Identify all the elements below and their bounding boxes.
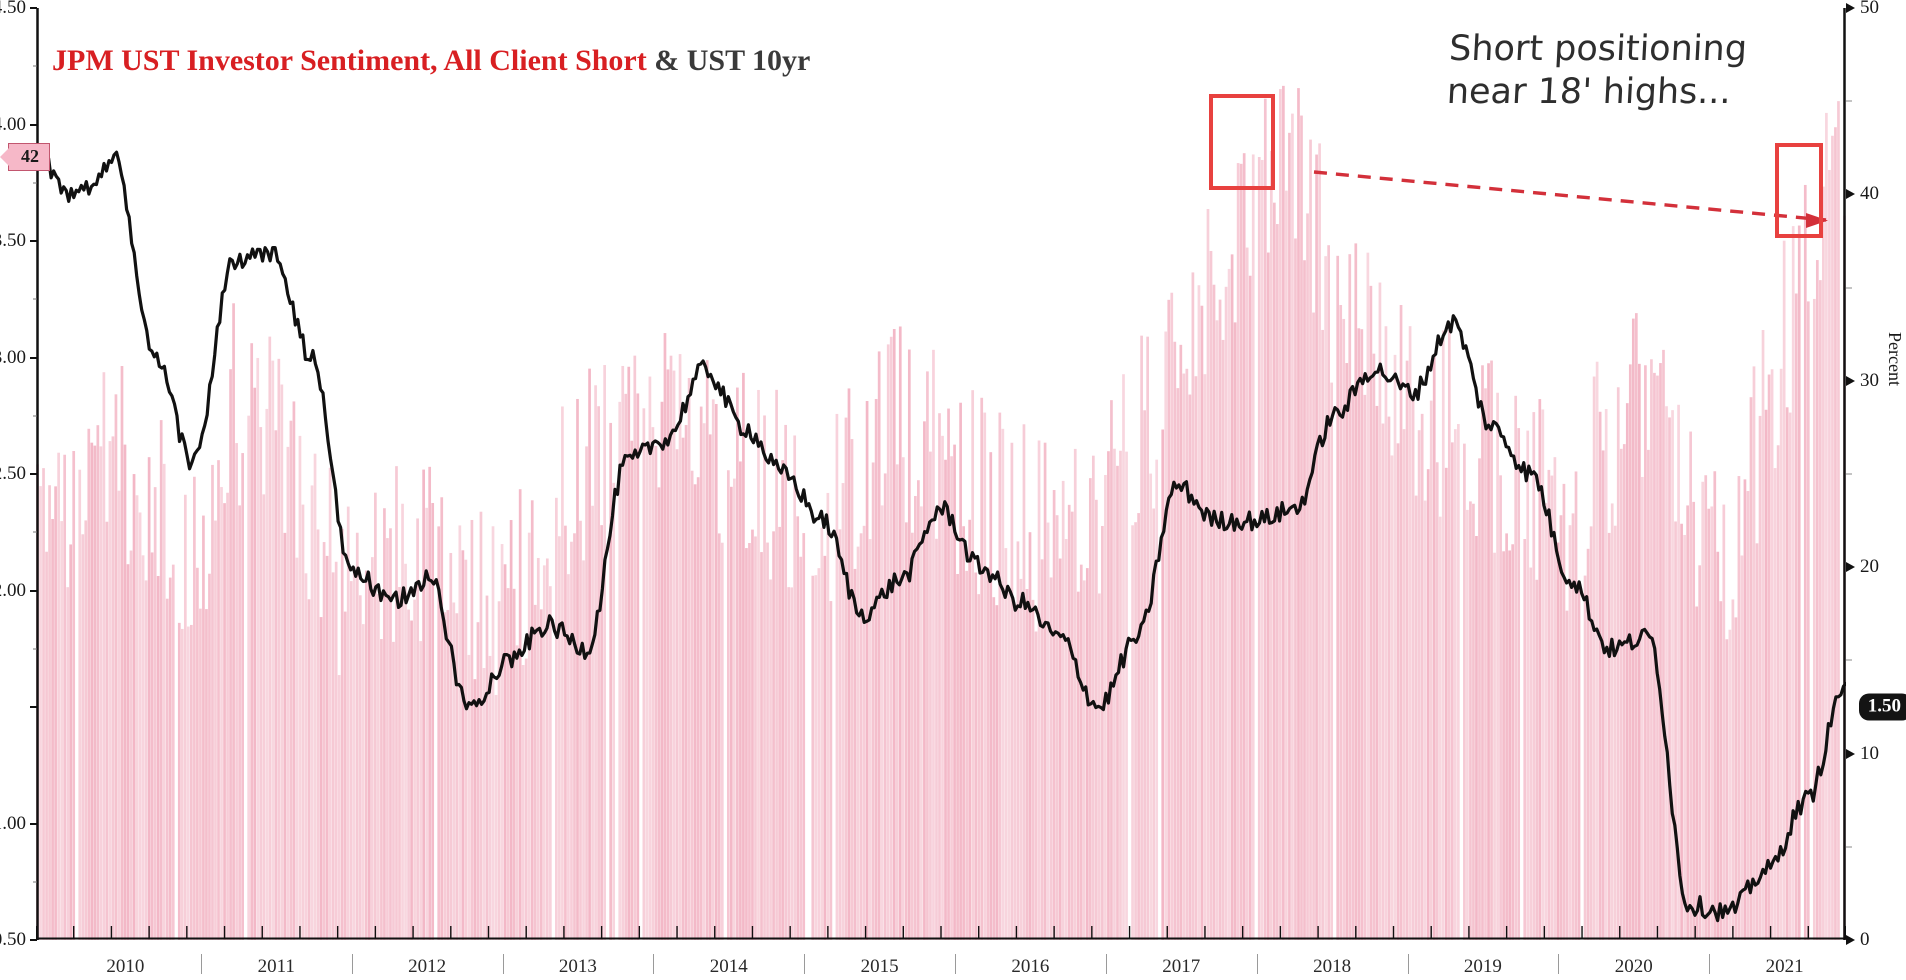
- y-axis-left-tick: [30, 473, 37, 475]
- x-axis-year-label: 2012: [408, 956, 447, 977]
- x-axis-separator: [200, 954, 202, 974]
- y-axis-right-minor-tick: [1846, 659, 1852, 661]
- callout-arrow: [1313, 170, 1828, 228]
- y-axis-left-minor-tick: [33, 415, 37, 417]
- y-axis-right-tick: [1846, 748, 1855, 759]
- y-axis-right-minor-tick: [1846, 100, 1852, 102]
- x-axis-minor-ticks: [36, 926, 1846, 938]
- y-axis-left-label: 3.00: [0, 346, 26, 368]
- y-axis-right-label: 0: [1860, 929, 1870, 950]
- y-axis-left-tick: [30, 7, 37, 9]
- x-axis-year-label: 2019: [1463, 956, 1502, 977]
- y-axis-left-minor-tick: [33, 65, 37, 67]
- y-axis-left-label: 2.00: [0, 579, 26, 601]
- y-axis-right-label: 30: [1860, 369, 1879, 391]
- x-axis-separator: [1558, 954, 1560, 974]
- y-axis-right-title: Percent: [1885, 332, 1905, 386]
- y-axis-left-minor-tick: [33, 531, 37, 533]
- x-axis-year-label: 2015: [860, 956, 899, 977]
- y-axis-right-minor-tick: [1846, 846, 1852, 848]
- x-axis-separator: [351, 954, 353, 974]
- y-axis-left-label: 2.50: [0, 463, 26, 484]
- y-axis-left-label: 4.50: [0, 0, 26, 18]
- y-axis-right-tick: [1846, 935, 1855, 945]
- x-axis-year-label: 2016: [1011, 956, 1050, 977]
- page-title: JPM UST Investor Sentiment, All Client S…: [52, 44, 810, 78]
- title-primary: JPM UST Investor Sentiment, All Client S…: [52, 44, 647, 77]
- x-axis-year-label: 2013: [558, 956, 597, 977]
- y-axis-right-tick: [1846, 189, 1855, 200]
- y-axis-left-minor-tick: [33, 298, 37, 300]
- y-axis-left-label: 0.50: [0, 929, 26, 950]
- y-axis-left-tick: [30, 123, 37, 126]
- x-axis-separator: [955, 954, 956, 974]
- y-axis-left-tick: [30, 240, 37, 242]
- x-axis-year-label: 2010: [106, 956, 145, 977]
- x-axis-year-label: 2011: [257, 956, 295, 977]
- line-series-ust-10yr: [36, 150, 1846, 923]
- y-axis-right-tick: [1846, 375, 1855, 386]
- chart-canvas: [36, 8, 1846, 940]
- y-axis-right-label: 20: [1860, 556, 1879, 578]
- y-axis-right-tick: [1846, 3, 1855, 13]
- right-axis-value-badge: 42: [8, 143, 50, 172]
- x-axis-year-label: 2014: [709, 956, 748, 977]
- y-axis-left: 4.50 4.00 3.50 3.00 2.50 2.00 1.00 0.50: [0, 0, 37, 980]
- y-axis-left-tick: [30, 939, 37, 941]
- y-axis-right-minor-tick: [1846, 287, 1852, 289]
- x-axis-separator: [502, 954, 504, 974]
- y-axis-right-label: 40: [1860, 183, 1879, 205]
- x-axis-separator: [804, 954, 806, 974]
- y-axis-right: 50 40 30 20 10 0: [1846, 0, 1906, 980]
- y-axis-left-tick: [30, 589, 37, 592]
- y-axis-left-minor-tick: [33, 182, 37, 184]
- y-axis-left-tick: [30, 822, 37, 825]
- x-axis-separator: [653, 954, 655, 974]
- y-axis-left-tick: [30, 356, 37, 359]
- x-axis: 2010 2011 2012 2013 2014 2015 2016 2017 2018 2019…: [36, 940, 1846, 980]
- x-axis-separator: [1256, 954, 1258, 974]
- y-axis-left-label: 4.00: [0, 113, 26, 135]
- y-axis-left-minor-tick: [33, 881, 37, 883]
- y-axis-right-minor-tick: [1846, 473, 1852, 475]
- y-axis-right-label: 50: [1860, 0, 1879, 18]
- y-axis-left-label: 1.00: [0, 812, 26, 834]
- y-axis-left-tick: [30, 706, 37, 708]
- y-axis-left-label: 3.50: [0, 230, 26, 251]
- x-axis-separator: [1407, 954, 1409, 974]
- plot-area: [36, 8, 1846, 940]
- x-axis-year-label: 2017: [1162, 956, 1201, 977]
- left-axis-value-badge: 1.50: [1858, 693, 1906, 721]
- x-axis-separator: [1105, 954, 1107, 974]
- x-axis-separator: [1709, 954, 1711, 974]
- title-secondary: & UST 10yr: [646, 44, 811, 77]
- y-axis-right-label: 10: [1860, 742, 1879, 764]
- x-axis-year-label: 2021: [1765, 956, 1804, 977]
- x-axis-year-label: 2018: [1313, 956, 1352, 977]
- y-axis-left-minor-tick: [33, 648, 37, 650]
- x-axis-year-label: 2020: [1614, 956, 1653, 977]
- bar-series-jpm-all-client-short: [36, 85, 1846, 940]
- y-axis-right-tick: [1846, 562, 1855, 573]
